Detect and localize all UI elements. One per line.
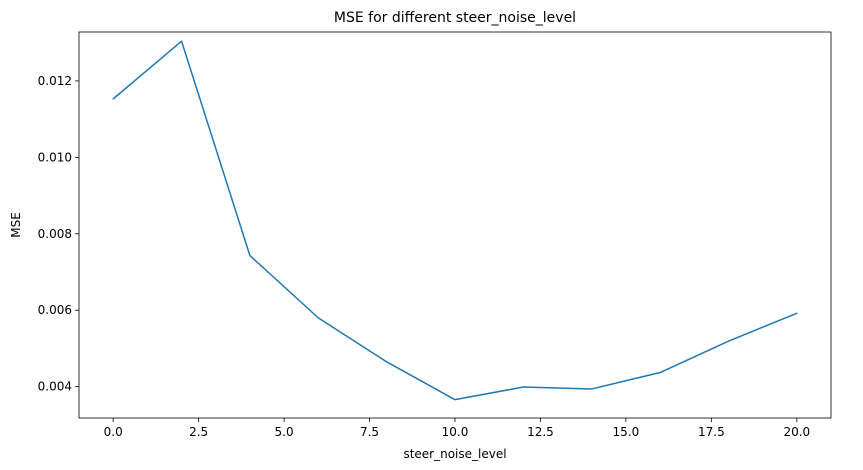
y-tick-label: 0.010 — [38, 150, 72, 164]
series-line — [112, 40, 798, 401]
x-tick-label: 12.5 — [527, 425, 554, 439]
x-axis-ticks: 0.0 2.5 5.0 7.5 10.0 12.5 15.0 17.5 20.0 — [104, 418, 810, 439]
y-tick-label: 0.012 — [38, 74, 72, 88]
x-tick-label: 20.0 — [783, 425, 810, 439]
y-axis-ticks: 0.004 0.006 0.008 0.010 0.012 — [38, 74, 79, 394]
y-axis-label: MSE — [9, 212, 23, 238]
y-tick-label: 0.008 — [38, 227, 72, 241]
series-layer — [112, 40, 798, 401]
x-tick-label: 0.0 — [104, 425, 123, 439]
x-tick-label: 15.0 — [613, 425, 640, 439]
x-tick-label: 2.5 — [189, 425, 208, 439]
y-tick-label: 0.006 — [38, 303, 72, 317]
y-tick-label: 0.004 — [38, 380, 72, 394]
x-axis-label: steer_noise_level — [403, 447, 506, 461]
x-tick-label: 5.0 — [275, 425, 294, 439]
x-tick-label: 17.5 — [698, 425, 725, 439]
axes-frame — [78, 31, 832, 419]
x-tick-label: 10.0 — [442, 425, 469, 439]
chart-title: MSE for different steer_noise_level — [334, 10, 576, 26]
x-tick-label: 7.5 — [360, 425, 379, 439]
